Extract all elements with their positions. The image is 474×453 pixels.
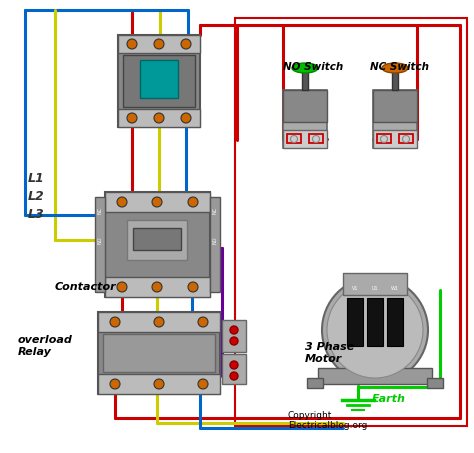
Bar — [343, 273, 407, 295]
Circle shape — [127, 39, 137, 49]
Text: V1: V1 — [352, 286, 358, 291]
Circle shape — [198, 317, 208, 327]
Bar — [105, 192, 210, 212]
Bar — [377, 134, 391, 143]
Text: NC Switch: NC Switch — [370, 62, 429, 72]
Circle shape — [152, 197, 162, 207]
Bar — [373, 130, 417, 148]
Ellipse shape — [292, 63, 318, 73]
Circle shape — [154, 317, 164, 327]
Circle shape — [188, 197, 198, 207]
Bar — [222, 320, 246, 352]
Circle shape — [152, 282, 162, 292]
Circle shape — [402, 135, 410, 143]
Bar — [347, 298, 363, 346]
Bar — [123, 55, 195, 107]
Circle shape — [230, 337, 238, 345]
Bar — [98, 312, 220, 332]
Circle shape — [230, 326, 238, 334]
Bar — [118, 35, 200, 127]
Text: W1: W1 — [391, 286, 399, 291]
Text: Copyright
Electricalblog.org: Copyright Electricalblog.org — [288, 410, 367, 430]
Bar — [427, 378, 443, 388]
Circle shape — [312, 135, 319, 143]
Bar — [283, 130, 327, 148]
Circle shape — [117, 197, 127, 207]
Bar — [103, 334, 215, 372]
Bar — [222, 354, 246, 384]
Circle shape — [127, 113, 137, 123]
Bar — [387, 298, 403, 346]
Text: NO: NO — [98, 236, 102, 244]
Bar — [283, 90, 327, 122]
Bar — [283, 90, 327, 148]
Bar — [318, 368, 432, 384]
Bar — [105, 192, 210, 297]
Text: Contactor: Contactor — [55, 282, 117, 292]
Circle shape — [322, 277, 428, 383]
Circle shape — [154, 39, 164, 49]
Bar — [399, 134, 413, 143]
Text: L1: L1 — [28, 172, 45, 185]
Bar — [210, 197, 220, 292]
Bar — [98, 374, 220, 394]
Ellipse shape — [382, 63, 408, 73]
Bar — [307, 378, 323, 388]
Circle shape — [181, 39, 191, 49]
Bar — [287, 134, 301, 143]
Bar — [309, 134, 323, 143]
Text: NO: NO — [212, 236, 218, 244]
Bar — [118, 35, 200, 53]
Circle shape — [110, 317, 120, 327]
Circle shape — [230, 372, 238, 380]
Bar — [95, 197, 105, 292]
Text: NC: NC — [212, 207, 218, 214]
Circle shape — [154, 113, 164, 123]
Circle shape — [188, 282, 198, 292]
Text: L3: L3 — [28, 208, 45, 221]
Bar — [373, 90, 417, 122]
Bar — [127, 220, 187, 260]
Text: overload
Relay: overload Relay — [18, 335, 73, 357]
Bar — [105, 277, 210, 297]
Circle shape — [154, 379, 164, 389]
Text: NC: NC — [98, 207, 102, 214]
Text: L2: L2 — [28, 190, 45, 203]
Circle shape — [198, 379, 208, 389]
Circle shape — [230, 361, 238, 369]
Circle shape — [291, 135, 298, 143]
Bar — [98, 312, 220, 394]
Circle shape — [110, 379, 120, 389]
Text: NO Switch: NO Switch — [283, 62, 343, 72]
Bar — [392, 68, 398, 90]
Bar — [367, 298, 383, 346]
Text: 3 Phase
Motor: 3 Phase Motor — [305, 342, 354, 364]
Circle shape — [117, 282, 127, 292]
Text: Earth: Earth — [372, 394, 406, 404]
Text: U1: U1 — [372, 286, 378, 291]
Circle shape — [381, 135, 388, 143]
Bar — [133, 228, 181, 250]
Circle shape — [327, 282, 423, 378]
Bar — [140, 60, 178, 98]
Bar — [302, 68, 308, 90]
Bar — [373, 90, 417, 148]
Bar — [118, 109, 200, 127]
Bar — [235, 18, 467, 426]
Circle shape — [181, 113, 191, 123]
